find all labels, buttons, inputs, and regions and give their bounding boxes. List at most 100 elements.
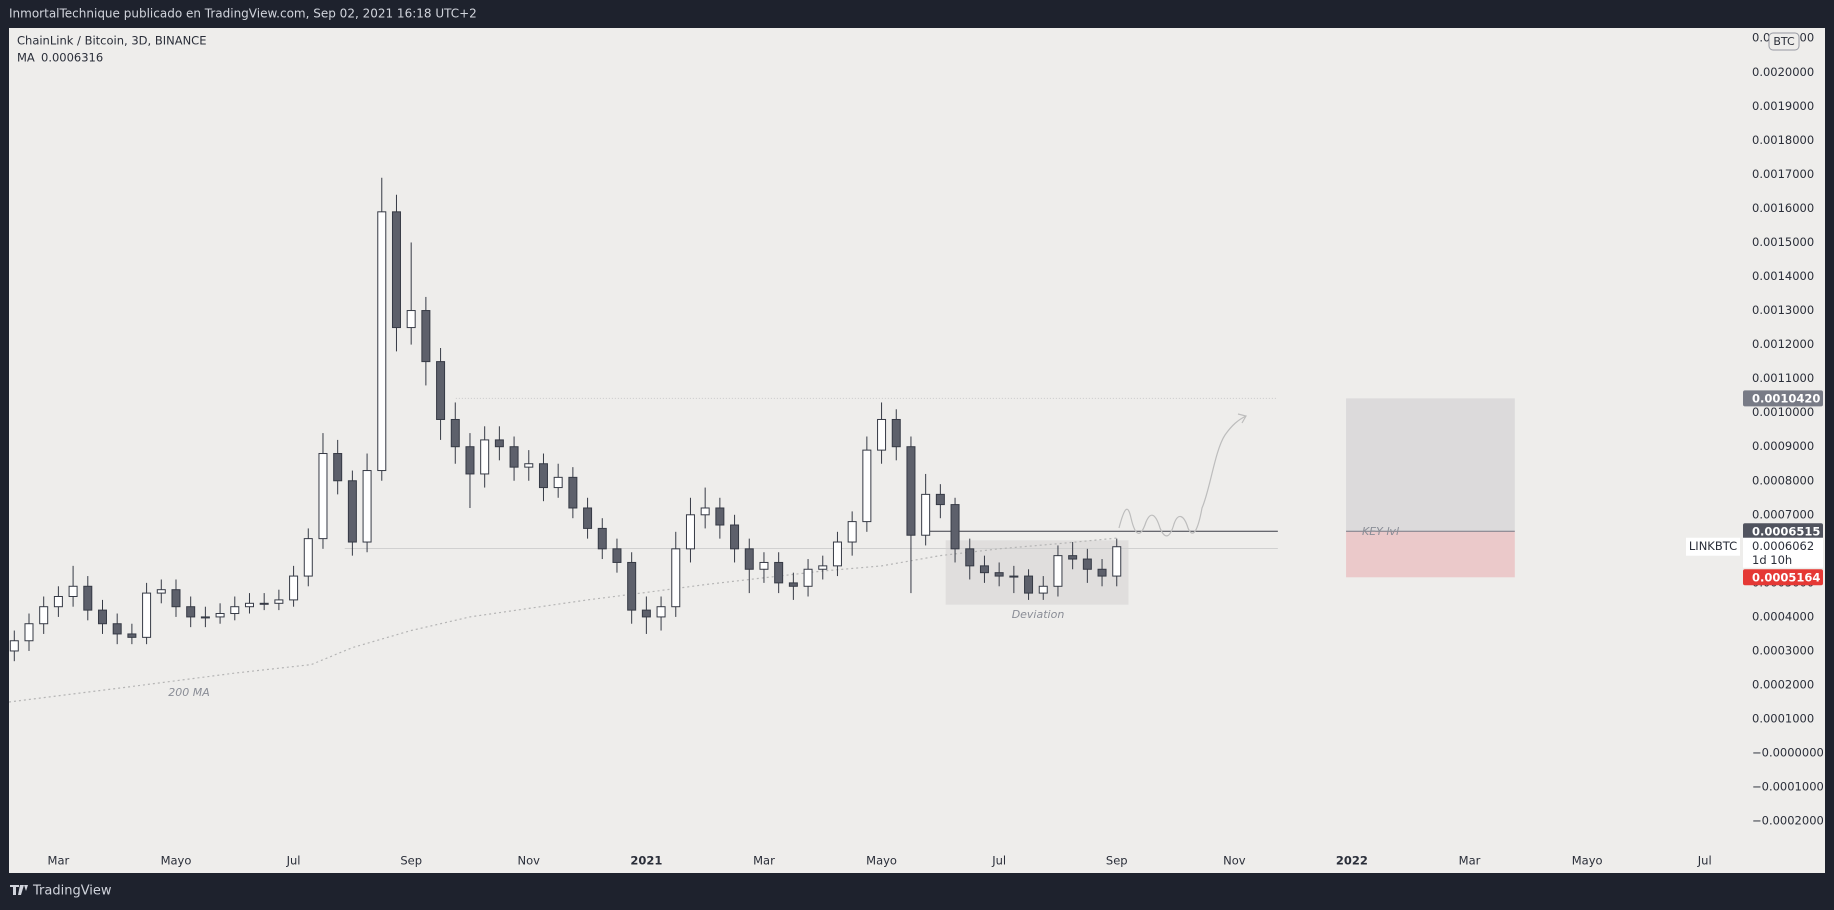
x-tick-label: Mar xyxy=(48,854,70,868)
candle-body xyxy=(553,476,563,489)
last-price-box xyxy=(1743,537,1823,568)
deviation-label: Deviation xyxy=(1012,608,1065,621)
candle-body xyxy=(877,418,887,451)
candle-body xyxy=(480,439,490,475)
y-tick-label: 0.0012000 xyxy=(1752,337,1814,351)
price-label: 0.0010420 xyxy=(1752,391,1820,405)
x-tick-label: Jul xyxy=(991,854,1006,868)
byline: InmortalTechnique publicado en TradingVi… xyxy=(9,7,477,21)
candle-body xyxy=(465,446,475,475)
candle-body xyxy=(186,606,196,618)
y-tick-label: 0.0009000 xyxy=(1752,439,1814,453)
candle-body xyxy=(289,575,299,601)
candle-body xyxy=(685,514,695,550)
candle-body xyxy=(1053,555,1063,587)
candle-body xyxy=(83,585,93,611)
candle-body xyxy=(656,606,666,618)
x-tick-label: Mayo xyxy=(866,854,897,868)
candle-body xyxy=(333,453,343,482)
y-tick-label: 0.0019000 xyxy=(1752,99,1814,113)
candle-body xyxy=(921,493,931,536)
candle-body xyxy=(215,613,225,618)
candle-body xyxy=(803,568,813,587)
candle-body xyxy=(171,589,181,608)
candle-body xyxy=(744,548,754,570)
y-tick-label: −0.0002000 xyxy=(1752,814,1824,828)
x-tick-label: Mayo xyxy=(1572,854,1603,868)
y-tick-label: 0.0020000 xyxy=(1752,65,1814,79)
last-price-label: 0.0006062 xyxy=(1752,539,1814,553)
y-tick-label: −0.0000000 xyxy=(1752,746,1824,760)
candle-body xyxy=(391,211,401,329)
candle-body xyxy=(509,446,519,468)
y-tick-label: −0.0001000 xyxy=(1752,780,1824,794)
x-tick-label: Sep xyxy=(400,854,422,868)
price-label: 0.0005164 xyxy=(1752,570,1820,584)
candle-body xyxy=(1082,558,1092,570)
candle-body xyxy=(274,599,284,604)
x-tick-label: Nov xyxy=(1223,854,1246,868)
candle-body xyxy=(1097,568,1107,577)
candle-body xyxy=(891,418,901,448)
candle-body xyxy=(818,565,828,570)
key-level-label: KEY lvl xyxy=(1362,525,1399,538)
footer-brand: TradingView xyxy=(32,884,112,899)
candle-body xyxy=(627,561,637,611)
candle-body xyxy=(53,595,63,608)
candle-body xyxy=(200,616,210,619)
candle-body xyxy=(715,507,725,526)
candle-body xyxy=(597,527,607,550)
candle-body xyxy=(244,602,254,608)
position-stop-zone xyxy=(1346,531,1515,578)
candle-body xyxy=(524,463,534,468)
candle-body xyxy=(759,561,769,570)
candle-body xyxy=(641,609,651,618)
candle-body xyxy=(979,565,989,574)
candle-body xyxy=(1024,575,1034,594)
candle-body xyxy=(906,446,916,536)
ma-label: 200 MA xyxy=(168,686,210,699)
ma-value: 0.0006316 xyxy=(41,51,103,65)
candle-body xyxy=(24,623,34,642)
candle-body xyxy=(127,633,137,638)
candle-body xyxy=(39,606,49,625)
x-tick-label: Jul xyxy=(1697,854,1712,868)
footer-logo xyxy=(10,885,28,895)
candle-body xyxy=(406,310,416,329)
candle-body xyxy=(68,585,78,597)
candle-body xyxy=(142,592,152,638)
projection-path xyxy=(1118,415,1247,537)
y-tick-label: 0.0016000 xyxy=(1752,201,1814,215)
y-tick-label: 0.0001000 xyxy=(1752,712,1814,726)
symbol-title: ChainLink / Bitcoin, 3D, BINANCE xyxy=(17,34,206,48)
price-label-box xyxy=(1743,523,1823,540)
x-tick-label: Mayo xyxy=(161,854,192,868)
price-label: 0.0006515 xyxy=(1752,524,1820,538)
projection-arrowhead xyxy=(1237,413,1247,424)
candle-body xyxy=(538,463,548,489)
candle-body xyxy=(862,449,872,523)
candle-body xyxy=(730,524,740,550)
symbol-label: LINKBTC xyxy=(1689,539,1737,553)
candle-body xyxy=(950,504,960,550)
plot-area: −0.0002000 −0.0001000 −0.0000000 0.0001000 0… xyxy=(8,31,1824,868)
candle-body xyxy=(788,582,798,587)
x-tick-label: Mar xyxy=(753,854,775,868)
currency-box xyxy=(1768,32,1800,51)
candle-body xyxy=(612,548,622,563)
y-tick-label: 0.0017000 xyxy=(1752,167,1814,181)
candle-body xyxy=(935,493,945,506)
y-tick-label: 0.0004000 xyxy=(1752,609,1814,623)
x-tick-label: Jul xyxy=(286,854,301,868)
price-label-box xyxy=(1743,390,1823,407)
ma-line xyxy=(8,537,1117,703)
y-tick-label: 0.0014000 xyxy=(1752,269,1814,283)
countdown-label: 1d 10h xyxy=(1752,553,1792,567)
candle-body xyxy=(421,310,431,363)
candle-body xyxy=(347,480,357,543)
candle-body xyxy=(1009,575,1019,578)
candle-body xyxy=(9,640,19,652)
candle-body xyxy=(1038,585,1048,594)
candle-body xyxy=(259,602,269,605)
